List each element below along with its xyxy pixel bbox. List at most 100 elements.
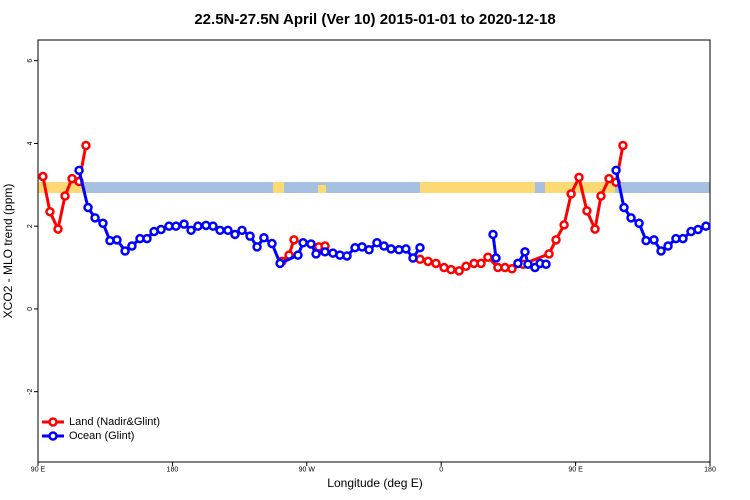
x-tick-label: 180 (167, 467, 179, 474)
chart-title: 22.5N-27.5N April (Ver 10) 2015-01-01 to… (194, 11, 555, 28)
land-strip (273, 182, 284, 193)
data-point (259, 233, 269, 243)
data-point (372, 237, 382, 248)
data-point (83, 202, 93, 213)
data-point (634, 218, 644, 229)
data-point (275, 258, 285, 269)
data-point (45, 206, 55, 217)
data-point (120, 246, 130, 256)
data-point (582, 206, 592, 216)
legend-marker (48, 431, 58, 441)
data-point (678, 233, 688, 244)
y-axis-label: XCO2 - MLO trend (ppm) (1, 184, 15, 319)
data-point (156, 224, 166, 235)
data-point (90, 213, 100, 223)
data-point (142, 233, 152, 244)
data-point (245, 231, 255, 241)
data-point (544, 249, 554, 259)
data-point (53, 224, 63, 234)
data-point (208, 221, 218, 231)
ocean-strip (38, 182, 710, 193)
data-point (446, 264, 456, 275)
data-point (267, 238, 277, 249)
data-point (566, 189, 576, 199)
data-point (423, 256, 433, 267)
series-line (77, 169, 707, 269)
map-strip (38, 182, 710, 193)
data-point (590, 224, 600, 234)
data-point (342, 251, 352, 261)
x-axis-label: Longitude (deg E) (327, 476, 422, 490)
data-point (38, 171, 48, 182)
data-point (611, 165, 621, 176)
data-point (60, 191, 70, 201)
land-strip (318, 185, 326, 193)
x-tick-label: 180 (704, 467, 716, 474)
data-point (604, 173, 614, 184)
data-point (461, 261, 471, 272)
data-point (186, 225, 196, 236)
data-point (619, 202, 629, 213)
data-point (431, 258, 441, 269)
data-point (523, 259, 533, 269)
plot-frame (37, 39, 711, 463)
data-point (179, 219, 189, 229)
data-point (386, 244, 396, 254)
data-point (488, 229, 498, 240)
data-point (112, 235, 122, 245)
data-point (701, 221, 711, 231)
land-strip (420, 182, 535, 193)
data-point (663, 241, 673, 251)
data-point (574, 172, 584, 183)
data-point (401, 244, 411, 254)
data-point (320, 247, 330, 257)
land-strip (38, 182, 84, 193)
x-tick-label: 90 W (299, 467, 316, 474)
data-point (289, 235, 299, 245)
data-point (171, 221, 181, 231)
data-point (415, 242, 425, 253)
data-point (520, 247, 530, 257)
data-point (74, 165, 84, 176)
y-tick-label: 6 (27, 59, 34, 63)
data-point (507, 264, 517, 274)
y-tick-label: -2 (27, 388, 34, 394)
y-tick-label: 2 (27, 224, 34, 228)
data-point (81, 140, 91, 151)
data-point (551, 235, 561, 245)
data-point (656, 246, 666, 256)
legend-label: Ocean (Glint) (69, 430, 134, 442)
legend-label: Land (Nadir&Glint) (69, 416, 160, 428)
x-tick-label: 90 E (31, 467, 46, 474)
data-point (483, 252, 493, 262)
data-point (237, 225, 247, 236)
data-point (193, 221, 203, 231)
x-tick-label: 0 (439, 467, 443, 474)
data-point (626, 213, 636, 223)
data-point (127, 241, 137, 251)
data-point (513, 258, 523, 269)
data-point (491, 253, 501, 263)
data-point (693, 224, 703, 235)
data-point (230, 229, 240, 240)
data-point (223, 225, 233, 236)
data-point (98, 218, 108, 229)
data-point (454, 266, 464, 276)
x-tick-label: 90 E (568, 467, 583, 474)
data-point (215, 225, 225, 236)
data-point (293, 250, 303, 260)
data-point (541, 259, 551, 269)
data-point (408, 253, 418, 263)
data-point (311, 249, 321, 259)
data-point (306, 239, 316, 249)
data-point (559, 220, 569, 230)
data-point (596, 191, 606, 201)
data-point (364, 245, 374, 255)
data-point (649, 235, 659, 245)
data-point (618, 140, 628, 151)
y-tick-label: 0 (27, 307, 34, 311)
legend-marker (48, 417, 58, 427)
data-point (252, 242, 262, 252)
data-point (476, 258, 486, 269)
